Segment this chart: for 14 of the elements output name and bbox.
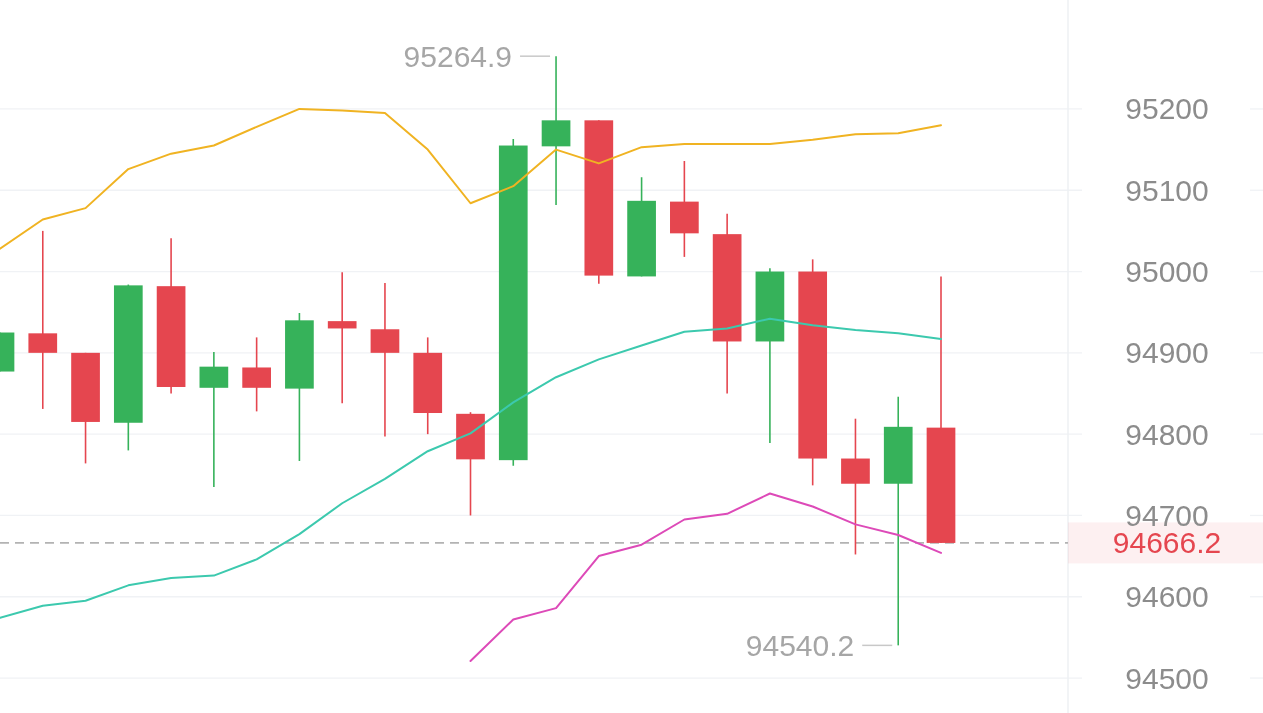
annotation: 94540.2: [745, 628, 855, 662]
y-tick-label: 95100: [1125, 173, 1209, 207]
candlestick: [327, 271, 357, 405]
candlestick: [28, 230, 58, 410]
y-tick-label: 94500: [1125, 661, 1209, 695]
line-series: [0, 317, 942, 619]
line-series: [469, 492, 942, 662]
y-tick-label: 94800: [1125, 417, 1209, 451]
y-tick-label: 94900: [1125, 336, 1209, 370]
y-tick-label: 95000: [1125, 255, 1209, 289]
y-tick-label: 94600: [1125, 580, 1209, 614]
annotation: 95264.9: [403, 39, 513, 73]
y-tick-label: 95200: [1125, 92, 1209, 126]
line-series: [0, 107, 942, 250]
